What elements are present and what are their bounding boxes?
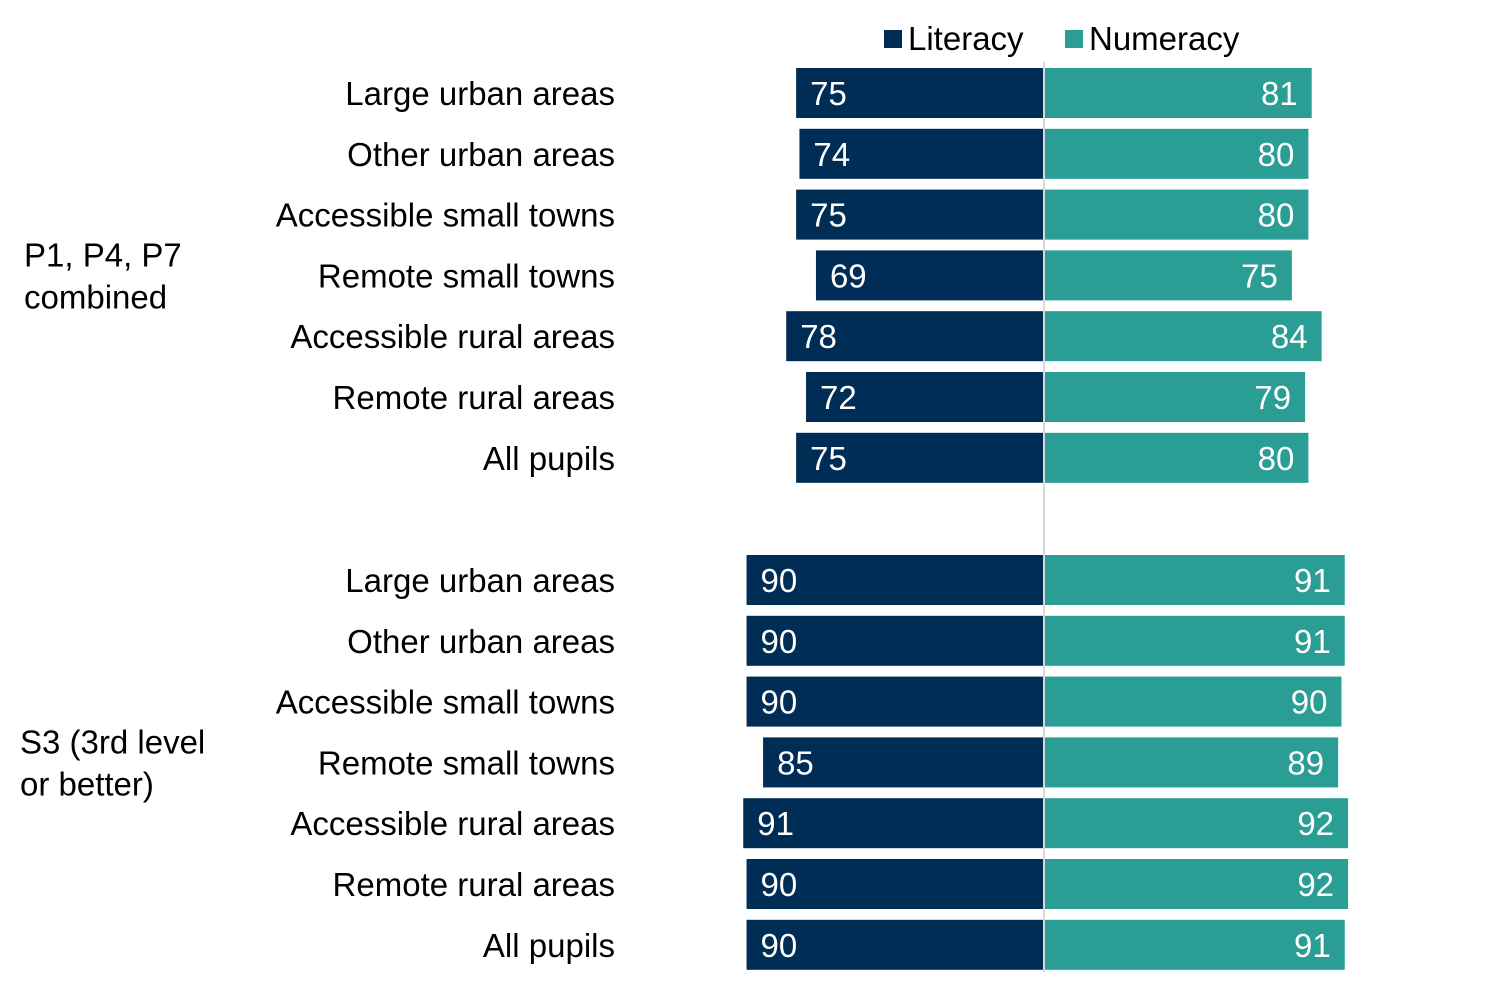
- literacy-bar: [786, 311, 1044, 362]
- numeracy-bar: [1044, 372, 1306, 422]
- legend-swatch: [1065, 30, 1083, 48]
- literacy-value-label: 69: [830, 257, 867, 294]
- numeracy-bar: [1044, 311, 1322, 362]
- numeracy-value-label: 91: [1294, 927, 1331, 964]
- legend-label: Numeracy: [1089, 20, 1240, 57]
- numeracy-bar: [1044, 676, 1342, 727]
- literacy-value-label: 90: [761, 866, 798, 903]
- literacy-bar: [806, 372, 1044, 422]
- category-label: Large urban areas: [345, 75, 615, 112]
- literacy-bar: [746, 919, 1044, 970]
- group-label: combined: [24, 278, 167, 315]
- numeracy-value-label: 91: [1294, 623, 1331, 660]
- literacy-value-label: 75: [810, 75, 847, 112]
- literacy-bar: [746, 615, 1044, 666]
- numeracy-value-label: 90: [1291, 684, 1328, 721]
- group-label: S3 (3rd level: [20, 723, 205, 760]
- literacy-value-label: 90: [761, 684, 798, 721]
- numeracy-bar: [1044, 432, 1309, 483]
- category-label: Accessible rural areas: [290, 805, 615, 842]
- numeracy-bar: [1044, 615, 1345, 666]
- literacy-value-label: 78: [800, 318, 837, 355]
- category-label: Large urban areas: [345, 562, 615, 599]
- literacy-value-label: 90: [761, 562, 798, 599]
- bars: [743, 68, 1349, 970]
- literacy-bar: [763, 737, 1044, 788]
- legend: Literacy Numeracy: [884, 20, 1240, 57]
- group-label: or better): [20, 765, 154, 802]
- literacy-bar: [746, 555, 1044, 605]
- literacy-value-label: 75: [810, 197, 847, 234]
- numeracy-value-label: 91: [1294, 562, 1331, 599]
- category-label: Accessible rural areas: [290, 318, 615, 355]
- category-label: Accessible small towns: [276, 197, 615, 234]
- numeracy-value-label: 84: [1271, 318, 1308, 355]
- category-label: Remote rural areas: [333, 379, 615, 416]
- numeracy-bar: [1044, 128, 1309, 179]
- group-label: P1, P4, P7: [24, 236, 182, 273]
- category-label: All pupils: [483, 440, 615, 477]
- literacy-bar: [815, 250, 1044, 301]
- category-label: All pupils: [483, 927, 615, 964]
- numeracy-bar: [1044, 189, 1309, 240]
- numeracy-bar: [1044, 919, 1345, 970]
- numeracy-bar: [1044, 859, 1349, 909]
- numeracy-value-label: 89: [1287, 744, 1324, 781]
- legend-label: Literacy: [908, 20, 1024, 57]
- literacy-value-label: 74: [813, 136, 850, 173]
- literacy-bar: [799, 128, 1044, 179]
- literacy-bar: [746, 676, 1044, 727]
- category-label: Remote small towns: [318, 257, 615, 294]
- numeracy-bar: [1044, 737, 1339, 788]
- category-label: Other urban areas: [347, 623, 615, 660]
- literacy-bar: [796, 189, 1044, 240]
- numeracy-value-label: 79: [1254, 379, 1291, 416]
- numeracy-value-label: 92: [1297, 805, 1334, 842]
- literacy-value-label: 90: [761, 623, 798, 660]
- literacy-value-label: 85: [777, 744, 814, 781]
- numeracy-bar: [1044, 68, 1312, 118]
- literacy-value-label: 75: [810, 440, 847, 477]
- literacy-bar: [796, 432, 1044, 483]
- numeracy-bar: [1044, 555, 1345, 605]
- numeracy-value-label: 75: [1241, 257, 1278, 294]
- literacy-value-label: 72: [820, 379, 857, 416]
- category-label: Remote small towns: [318, 744, 615, 781]
- literacy-bar: [743, 798, 1044, 849]
- numeracy-bar: [1044, 250, 1292, 301]
- literacy-bar: [796, 68, 1044, 118]
- literacy-bar: [746, 859, 1044, 909]
- labels: 75 81 Large urban areas 74 80 Other urban are…: [20, 75, 1334, 964]
- category-label: Other urban areas: [347, 136, 615, 173]
- numeracy-value-label: 80: [1258, 136, 1295, 173]
- legend-swatch: [884, 30, 902, 48]
- literacy-value-label: 90: [761, 927, 798, 964]
- numeracy-value-label: 92: [1297, 866, 1334, 903]
- category-label: Remote rural areas: [333, 866, 615, 903]
- literacy-value-label: 91: [757, 805, 794, 842]
- numeracy-value-label: 80: [1258, 440, 1295, 477]
- numeracy-bar: [1044, 798, 1349, 849]
- numeracy-value-label: 81: [1261, 75, 1298, 112]
- numeracy-value-label: 80: [1258, 197, 1295, 234]
- category-label: Accessible small towns: [276, 684, 615, 721]
